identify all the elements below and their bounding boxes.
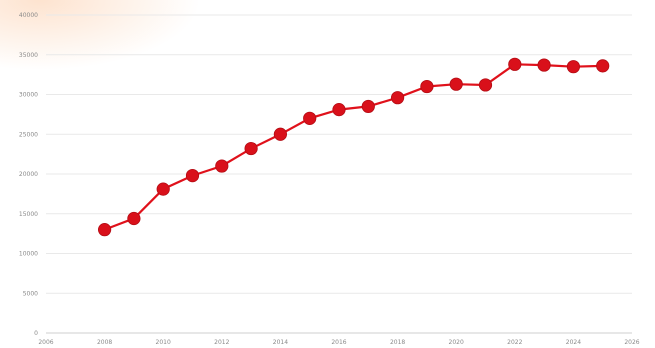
y-tick-label: 10000	[19, 251, 38, 258]
x-axis-ticks: 2006 2008 2010 2012 2014 2016 2018 2020 2022 2024…	[38, 339, 639, 346]
y-tick-label: 5000	[23, 290, 38, 297]
data-point	[273, 127, 287, 141]
data-point	[449, 77, 463, 91]
data-point	[537, 58, 551, 72]
data-point	[420, 79, 434, 94]
data-point	[98, 223, 112, 237]
x-tick-label: 2026	[624, 339, 639, 346]
data-point	[596, 59, 610, 73]
y-tick-label: 35000	[19, 52, 38, 59]
y-tick-label: 30000	[19, 92, 38, 99]
series-line	[104, 63, 603, 231]
data-point	[127, 211, 141, 226]
x-tick-label: 2008	[97, 339, 112, 346]
data-point	[156, 182, 170, 196]
series	[98, 57, 610, 237]
y-tick-label: 15000	[19, 211, 38, 218]
data-point	[185, 168, 200, 183]
x-tick-label: 2010	[156, 339, 171, 346]
data-point	[390, 91, 405, 105]
y-tick-label: 25000	[19, 131, 38, 138]
x-tick-label: 2018	[390, 339, 405, 346]
y-axis-ticks: 0 5000 10000 15000 20000 25000 30000 35000 40000	[19, 12, 38, 337]
data-point	[508, 57, 522, 71]
x-tick-label: 2024	[566, 339, 581, 346]
y-tick-label: 40000	[19, 12, 38, 19]
grid	[46, 14, 632, 334]
x-tick-label: 2006	[38, 339, 53, 346]
y-tick-label: 20000	[19, 171, 38, 178]
data-point	[215, 159, 229, 173]
x-tick-label: 2022	[507, 339, 522, 346]
x-tick-label: 2012	[214, 339, 229, 346]
data-point	[332, 103, 346, 117]
x-tick-label: 2014	[273, 339, 288, 346]
data-point	[361, 99, 375, 114]
data-point	[244, 141, 258, 156]
y-tick-label: 0	[34, 330, 38, 337]
data-point	[303, 111, 317, 125]
x-tick-label: 2016	[331, 339, 346, 346]
data-point	[566, 60, 581, 74]
x-tick-label: 2020	[449, 339, 464, 346]
data-point	[478, 78, 493, 92]
